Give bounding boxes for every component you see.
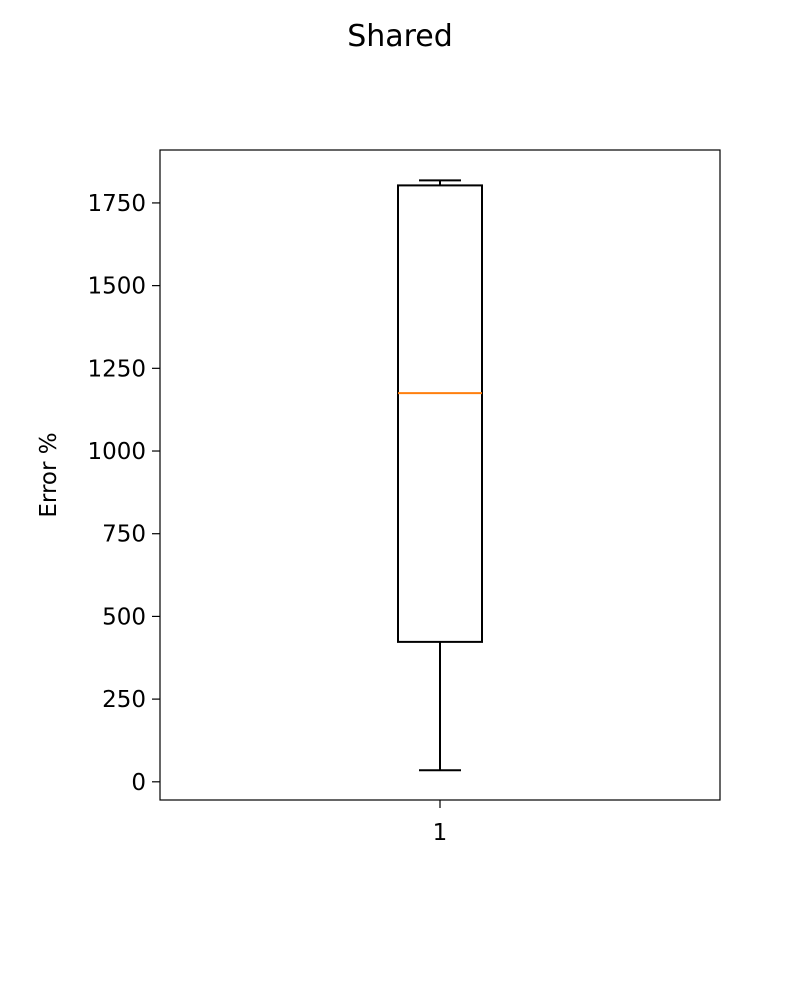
y-tick-label: 1000: [87, 439, 146, 465]
box-plot-series: [397, 179, 483, 772]
y-tick-label: 250: [102, 687, 146, 713]
y-axis: 0 250 500 750 1000 1250 1500 1750: [87, 191, 160, 796]
y-tick-label: 0: [131, 770, 146, 796]
y-tick-label: 500: [102, 604, 146, 630]
y-tick-label: 750: [102, 522, 146, 548]
y-tick-label: 1750: [87, 191, 146, 217]
y-axis-label: Error %: [36, 432, 62, 517]
box-1: [397, 179, 483, 772]
box-iqr: [397, 184, 483, 643]
y-tick-label: 1250: [87, 356, 146, 382]
x-tick-label: 1: [433, 820, 448, 846]
x-axis: 1: [433, 800, 448, 846]
y-tick-label: 1500: [87, 274, 146, 300]
axes-frame: [159, 149, 721, 801]
plot-area: 0 250 500 750 1000 1250 1500 1750 1: [87, 149, 721, 846]
chart-title: Shared: [347, 19, 453, 54]
